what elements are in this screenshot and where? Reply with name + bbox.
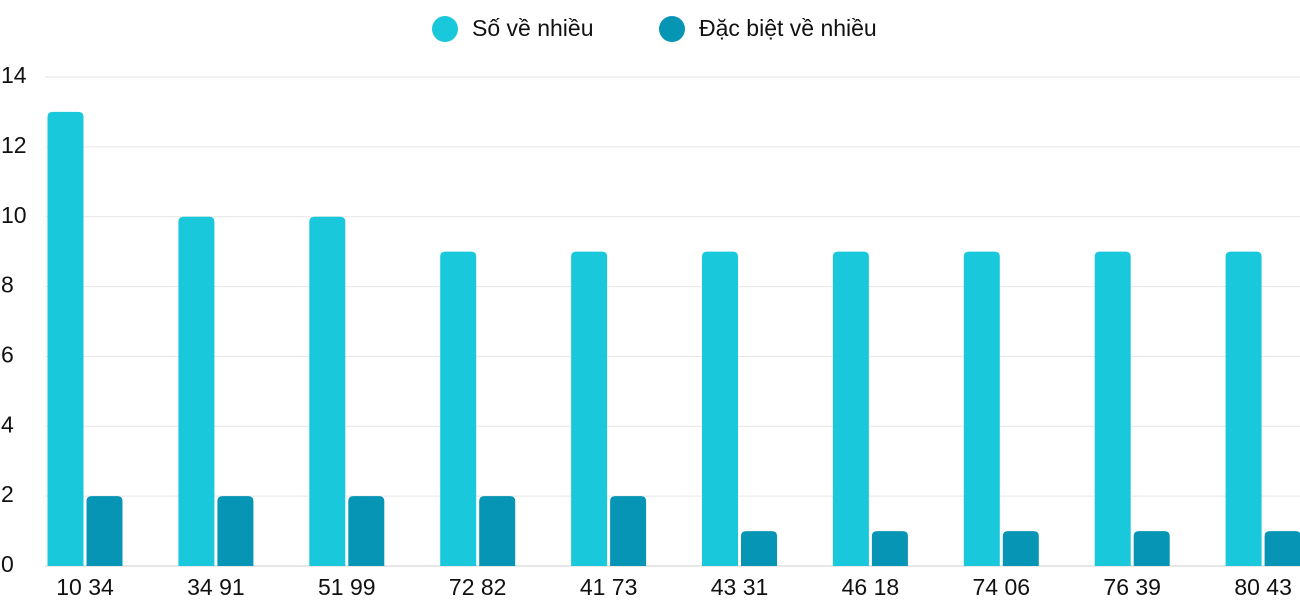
bar	[178, 216, 215, 566]
bar	[86, 496, 123, 566]
x-tick-label: 34 91	[187, 574, 245, 600]
x-tick-label: 46 18	[842, 574, 900, 600]
bar	[571, 251, 608, 566]
bar	[479, 496, 516, 566]
bar	[217, 496, 254, 566]
bar	[741, 531, 777, 566]
x-tick-label: 41 73	[580, 574, 638, 600]
bar	[1094, 251, 1131, 566]
bar	[309, 216, 346, 566]
y-tick-label: 14	[1, 62, 27, 88]
y-tick-label: 10	[1, 202, 27, 228]
y-tick-label: 12	[1, 132, 27, 158]
legend-label: Số về nhiều	[472, 15, 593, 41]
legend-label: Đặc biệt về nhiều	[699, 15, 877, 41]
x-tick-label: 80 43	[1234, 574, 1292, 600]
y-tick-label: 6	[1, 342, 14, 368]
x-tick-label: 43 31	[711, 574, 769, 600]
bar	[47, 111, 84, 566]
bar	[348, 496, 385, 566]
y-tick-label: 2	[1, 481, 14, 507]
bar	[871, 531, 908, 566]
y-tick-label: 0	[1, 551, 14, 577]
bar	[440, 251, 477, 566]
bar	[702, 251, 738, 566]
y-tick-label: 8	[1, 272, 14, 298]
y-tick-label: 4	[1, 411, 14, 437]
bar	[1264, 531, 1300, 566]
x-tick-label: 76 39	[1103, 574, 1161, 600]
x-tick-label: 74 06	[973, 574, 1031, 600]
bar	[1002, 531, 1039, 566]
bar	[610, 496, 647, 566]
bar	[963, 251, 1000, 566]
x-tick-label: 10 34	[56, 574, 114, 600]
bar	[832, 251, 869, 566]
bar	[1133, 531, 1170, 566]
legend-marker	[432, 16, 458, 42]
legend-marker	[659, 16, 685, 42]
x-tick-label: 72 82	[449, 574, 507, 600]
x-tick-label: 51 99	[318, 574, 376, 600]
bar	[1225, 251, 1262, 566]
